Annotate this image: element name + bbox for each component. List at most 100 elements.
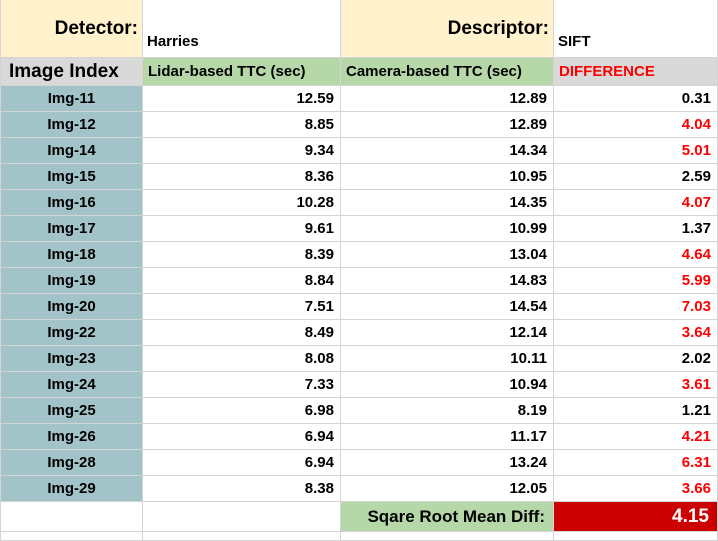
difference-cell[interactable]: 4.64 bbox=[554, 242, 718, 268]
image-index-cell[interactable]: Img-22 bbox=[0, 320, 143, 346]
camera-ttc-cell[interactable]: 10.95 bbox=[341, 164, 554, 190]
detector-value-cell[interactable]: Harries bbox=[143, 0, 341, 58]
image-index-cell[interactable]: Img-26 bbox=[0, 424, 143, 450]
table-row: Img-22 8.49 12.14 3.64 bbox=[0, 320, 718, 346]
summary-empty-2[interactable] bbox=[143, 502, 341, 532]
difference-cell[interactable]: 3.61 bbox=[554, 372, 718, 398]
camera-ttc-cell[interactable]: 14.35 bbox=[341, 190, 554, 216]
camera-ttc-cell-value: 12.05 bbox=[509, 480, 547, 497]
lidar-ttc-cell[interactable]: 8.84 bbox=[143, 268, 341, 294]
image-index-cell[interactable]: Img-23 bbox=[0, 346, 143, 372]
difference-cell[interactable]: 7.03 bbox=[554, 294, 718, 320]
summary-value-cell[interactable]: 4.15 bbox=[554, 502, 718, 532]
camera-ttc-cell[interactable]: 14.83 bbox=[341, 268, 554, 294]
table-row: Img-23 8.08 10.11 2.02 bbox=[0, 346, 718, 372]
lidar-ttc-cell[interactable]: 8.08 bbox=[143, 346, 341, 372]
lidar-ttc-cell[interactable]: 7.33 bbox=[143, 372, 341, 398]
image-index-cell[interactable]: Img-17 bbox=[0, 216, 143, 242]
empty-cell[interactable] bbox=[0, 532, 143, 541]
camera-ttc-cell[interactable]: 10.94 bbox=[341, 372, 554, 398]
lidar-ttc-cell[interactable]: 8.49 bbox=[143, 320, 341, 346]
image-index-cell[interactable]: Img-15 bbox=[0, 164, 143, 190]
descriptor-label-cell[interactable]: Descriptor: bbox=[341, 0, 554, 58]
image-index-cell[interactable]: Img-19 bbox=[0, 268, 143, 294]
detector-label-cell[interactable]: Detector: bbox=[0, 0, 143, 58]
lidar-ttc-cell-value: 8.84 bbox=[304, 272, 334, 289]
camera-ttc-cell-value: 10.99 bbox=[509, 220, 547, 237]
image-index-cell-value: Img-19 bbox=[47, 272, 96, 289]
empty-cell[interactable] bbox=[143, 532, 341, 541]
difference-cell[interactable]: 4.04 bbox=[554, 112, 718, 138]
table-row: Img-17 9.61 10.99 1.37 bbox=[0, 216, 718, 242]
empty-cell[interactable] bbox=[341, 532, 554, 541]
difference-cell[interactable]: 3.64 bbox=[554, 320, 718, 346]
camera-ttc-cell[interactable]: 12.05 bbox=[341, 476, 554, 502]
lidar-ttc-cell[interactable]: 8.36 bbox=[143, 164, 341, 190]
lidar-ttc-cell[interactable]: 8.39 bbox=[143, 242, 341, 268]
header-difference[interactable]: DIFFERENCE bbox=[554, 58, 718, 86]
lidar-ttc-cell[interactable]: 8.85 bbox=[143, 112, 341, 138]
summary-empty-1[interactable] bbox=[0, 502, 143, 532]
difference-cell[interactable]: 2.02 bbox=[554, 346, 718, 372]
empty-row bbox=[0, 532, 718, 541]
camera-ttc-cell-value: 14.83 bbox=[509, 272, 547, 289]
image-index-cell[interactable]: Img-14 bbox=[0, 138, 143, 164]
camera-ttc-cell[interactable]: 14.54 bbox=[341, 294, 554, 320]
camera-ttc-cell-value: 13.04 bbox=[509, 246, 547, 263]
difference-cell[interactable]: 4.21 bbox=[554, 424, 718, 450]
difference-cell[interactable]: 0.31 bbox=[554, 86, 718, 112]
camera-ttc-cell[interactable]: 13.04 bbox=[341, 242, 554, 268]
difference-cell-value: 1.21 bbox=[681, 402, 711, 419]
camera-ttc-cell[interactable]: 10.99 bbox=[341, 216, 554, 242]
image-index-cell-value: Img-17 bbox=[47, 220, 96, 237]
descriptor-value-cell[interactable]: SIFT bbox=[554, 0, 718, 58]
lidar-ttc-cell[interactable]: 6.94 bbox=[143, 450, 341, 476]
lidar-ttc-cell[interactable]: 7.51 bbox=[143, 294, 341, 320]
camera-ttc-cell-value: 11.17 bbox=[510, 428, 547, 445]
camera-ttc-cell[interactable]: 10.11 bbox=[341, 346, 554, 372]
image-index-cell[interactable]: Img-11 bbox=[0, 86, 143, 112]
lidar-ttc-cell-value: 6.94 bbox=[304, 428, 334, 445]
header-camera-ttc[interactable]: Camera-based TTC (sec) bbox=[341, 58, 554, 86]
lidar-ttc-cell[interactable]: 6.98 bbox=[143, 398, 341, 424]
camera-ttc-cell[interactable]: 12.89 bbox=[341, 112, 554, 138]
difference-cell[interactable]: 4.07 bbox=[554, 190, 718, 216]
difference-cell[interactable]: 2.59 bbox=[554, 164, 718, 190]
lidar-ttc-cell[interactable]: 6.94 bbox=[143, 424, 341, 450]
camera-ttc-cell[interactable]: 8.19 bbox=[341, 398, 554, 424]
summary-label-cell[interactable]: Sqare Root Mean Diff: bbox=[341, 502, 554, 532]
difference-cell[interactable]: 6.31 bbox=[554, 450, 718, 476]
difference-cell[interactable]: 1.21 bbox=[554, 398, 718, 424]
lidar-ttc-cell-value: 8.08 bbox=[304, 350, 334, 367]
image-index-cell[interactable]: Img-16 bbox=[0, 190, 143, 216]
image-index-cell[interactable]: Img-28 bbox=[0, 450, 143, 476]
camera-ttc-cell[interactable]: 11.17 bbox=[341, 424, 554, 450]
camera-ttc-cell[interactable]: 12.14 bbox=[341, 320, 554, 346]
empty-cell[interactable] bbox=[554, 532, 718, 541]
lidar-ttc-cell[interactable]: 12.59 bbox=[143, 86, 341, 112]
difference-cell[interactable]: 5.99 bbox=[554, 268, 718, 294]
header-difference-label: DIFFERENCE bbox=[559, 63, 655, 80]
difference-cell[interactable]: 1.37 bbox=[554, 216, 718, 242]
image-index-cell[interactable]: Img-29 bbox=[0, 476, 143, 502]
image-index-cell[interactable]: Img-20 bbox=[0, 294, 143, 320]
camera-ttc-cell[interactable]: 13.24 bbox=[341, 450, 554, 476]
image-index-cell[interactable]: Img-12 bbox=[0, 112, 143, 138]
image-index-cell[interactable]: Img-18 bbox=[0, 242, 143, 268]
header-image-index[interactable]: Image Index bbox=[0, 58, 143, 86]
difference-cell[interactable]: 3.66 bbox=[554, 476, 718, 502]
lidar-ttc-cell[interactable]: 8.38 bbox=[143, 476, 341, 502]
camera-ttc-cell[interactable]: 14.34 bbox=[341, 138, 554, 164]
image-index-cell[interactable]: Img-25 bbox=[0, 398, 143, 424]
camera-ttc-cell-value: 10.11 bbox=[510, 350, 547, 367]
lidar-ttc-cell[interactable]: 10.28 bbox=[143, 190, 341, 216]
lidar-ttc-cell[interactable]: 9.34 bbox=[143, 138, 341, 164]
difference-cell-value: 7.03 bbox=[681, 298, 711, 315]
camera-ttc-cell-value: 12.14 bbox=[509, 324, 547, 341]
difference-cell[interactable]: 5.01 bbox=[554, 138, 718, 164]
lidar-ttc-cell[interactable]: 9.61 bbox=[143, 216, 341, 242]
difference-cell-value: 6.31 bbox=[681, 454, 711, 471]
header-lidar-ttc[interactable]: Lidar-based TTC (sec) bbox=[143, 58, 341, 86]
image-index-cell[interactable]: Img-24 bbox=[0, 372, 143, 398]
camera-ttc-cell[interactable]: 12.89 bbox=[341, 86, 554, 112]
